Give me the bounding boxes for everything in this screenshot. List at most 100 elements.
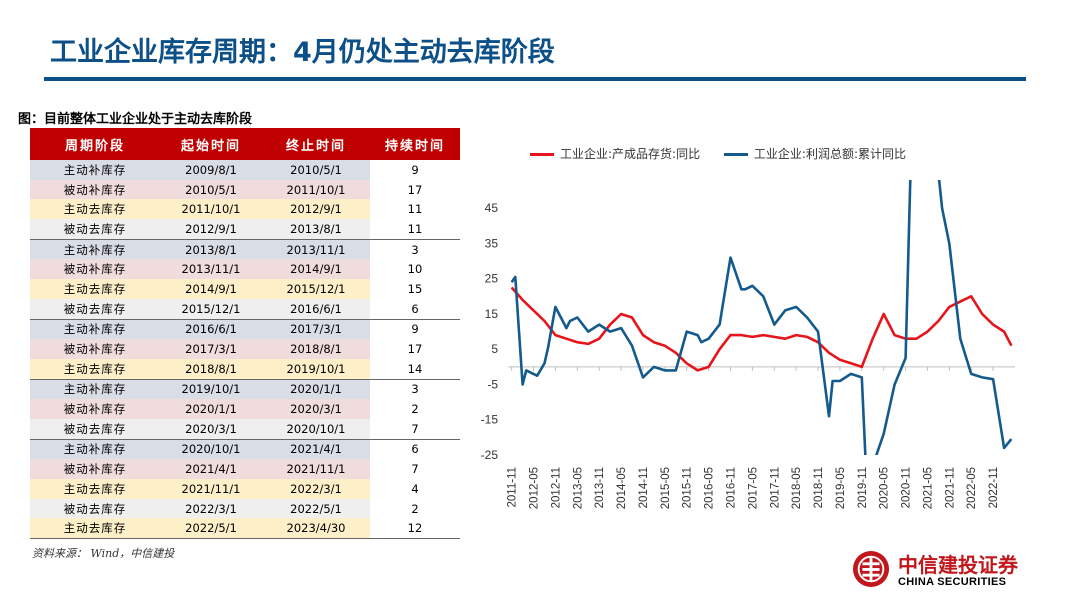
x-tick-label: 2017-05 — [747, 467, 759, 509]
table-cell-end: 2021/4/1 — [262, 439, 370, 460]
table-cell-duration: 4 — [370, 479, 460, 499]
legend-item-profit: 工业企业:利润总额:累计同比 — [723, 145, 906, 162]
table-cell-duration: 3 — [370, 239, 460, 260]
x-tick-label: 2018-11 — [813, 467, 825, 508]
x-tick-label: 2013-05 — [572, 467, 584, 509]
y-tick-label: -15 — [481, 413, 499, 427]
y-tick-label: 35 — [485, 236, 499, 250]
table-cell-stage: 主动去库存 — [30, 279, 160, 299]
y-tick-label: -25 — [481, 448, 499, 462]
x-tick-label: 2014-05 — [616, 467, 628, 509]
table-cell-end: 2015/12/1 — [262, 279, 370, 299]
x-tick-label: 2022-05 — [966, 467, 978, 509]
table-cell-duration: 10 — [370, 259, 460, 280]
x-tick-label: 2011-11 — [507, 467, 519, 508]
table-cell-duration: 9 — [370, 319, 460, 340]
table-cell-duration: 11 — [370, 219, 460, 240]
table-cell-end: 2020/3/1 — [262, 399, 370, 419]
table-cell-stage: 主动补库存 — [30, 319, 160, 340]
x-tick-label: 2012-11 — [550, 467, 562, 508]
table-cell-end: 2012/9/1 — [262, 199, 370, 220]
table-cell-duration: 9 — [370, 160, 460, 180]
table-cell-start: 2012/9/1 — [160, 219, 262, 240]
table-cell-stage: 主动补库存 — [30, 379, 160, 400]
table-cell-stage: 被动补库存 — [30, 259, 160, 280]
table-cell-duration: 17 — [370, 179, 460, 200]
inventory-cycle-table: 周期阶段 起始时间 终止时间 持续时间 主动补库存 2009/8/1 2010/5/… — [30, 128, 460, 540]
x-tick-label: 2021-05 — [922, 467, 934, 509]
x-tick-label: 2018-05 — [791, 467, 803, 509]
table-cell-duration: 6 — [370, 439, 460, 460]
table-cell-start: 2019/10/1 — [160, 379, 262, 400]
table-cell-end: 2017/3/1 — [262, 319, 370, 340]
table-row: 被动补库存 2021/4/1 2021/11/1 7 — [30, 459, 460, 479]
table-row: 主动补库存 2019/10/1 2020/1/1 3 — [30, 379, 460, 400]
table-row: 主动补库存 2009/8/1 2010/5/1 9 — [30, 160, 460, 180]
x-tick-label: 2016-05 — [704, 467, 716, 509]
y-tick-label: -5 — [487, 377, 498, 391]
x-tick-label: 2019-05 — [835, 467, 847, 509]
table-cell-stage: 被动去库存 — [30, 219, 160, 240]
chart-legend: 工业企业:产成品存货:同比 工业企业:利润总额:累计同比 — [530, 145, 926, 162]
table-cell-end: 2018/8/1 — [262, 339, 370, 359]
table-cell-end: 2016/6/1 — [262, 298, 370, 320]
column-header-end: 终止时间 — [262, 128, 370, 160]
y-tick-label: 25 — [485, 272, 499, 286]
table-cell-stage: 主动补库存 — [30, 439, 160, 460]
x-tick-label: 2012-05 — [529, 467, 541, 509]
table-row: 被动去库存 2020/3/1 2020/10/1 7 — [30, 418, 460, 440]
table-cell-end: 2022/3/1 — [262, 479, 370, 499]
table-cell-start: 2020/1/1 — [160, 399, 262, 419]
table-cell-duration: 12 — [370, 518, 460, 540]
table-cell-stage: 主动去库存 — [30, 358, 160, 380]
table-cell-end: 2011/10/1 — [262, 179, 370, 200]
table-row: 被动去库存 2022/3/1 2022/5/1 2 — [30, 498, 460, 519]
table-cell-start: 2013/8/1 — [160, 239, 262, 260]
table-cell-start: 2022/5/1 — [160, 518, 262, 540]
column-header-duration: 持续时间 — [370, 128, 460, 160]
x-tick-label: 2021-11 — [944, 467, 956, 508]
table-cell-start: 2021/11/1 — [160, 479, 262, 499]
table-cell-end: 2023/4/30 — [262, 518, 370, 540]
x-tick-label: 2015-05 — [660, 467, 672, 509]
table-cell-duration: 14 — [370, 358, 460, 380]
x-tick-label: 2017-11 — [769, 467, 781, 508]
table-cell-stage: 被动补库存 — [30, 399, 160, 419]
table-cell-stage: 主动去库存 — [30, 479, 160, 499]
table-cell-start: 2010/5/1 — [160, 179, 262, 200]
table-cell-start: 2015/12/1 — [160, 298, 262, 320]
table-cell-start: 2021/4/1 — [160, 459, 262, 479]
table-cell-duration: 11 — [370, 199, 460, 220]
table-row: 被动去库存 2015/12/1 2016/6/1 6 — [30, 298, 460, 320]
brand-logo: 中信建投证券 CHINA SECURITIES — [852, 546, 1042, 596]
table-row: 主动补库存 2016/6/1 2017/3/1 9 — [30, 319, 460, 340]
china-securities-logo-icon — [852, 550, 890, 588]
table-cell-start: 2013/11/1 — [160, 259, 262, 280]
table-cell-stage: 被动补库存 — [30, 459, 160, 479]
x-tick-label: 2022-11 — [988, 467, 1000, 508]
table-row: 被动补库存 2010/5/1 2011/10/1 17 — [30, 179, 460, 200]
y-tick-label: 15 — [485, 307, 499, 321]
y-tick-label: 5 — [491, 342, 498, 356]
table-cell-stage: 主动去库存 — [30, 518, 160, 540]
column-header-stage: 周期阶段 — [30, 128, 160, 160]
table-cell-duration: 2 — [370, 399, 460, 419]
x-tick-label: 2015-11 — [682, 467, 694, 508]
table-cell-end: 2020/1/1 — [262, 379, 370, 400]
title-underline — [44, 77, 1026, 81]
table-cell-start: 2020/10/1 — [160, 439, 262, 460]
table-cell-stage: 被动去库存 — [30, 498, 160, 519]
series-line-profit — [510, 180, 1013, 455]
x-tick-label: 2020-11 — [901, 467, 913, 508]
table-cell-stage: 被动补库存 — [30, 339, 160, 359]
table-cell-start: 2018/8/1 — [160, 358, 262, 380]
table-cell-start: 2017/3/1 — [160, 339, 262, 359]
table-cell-stage: 主动补库存 — [30, 160, 160, 180]
x-tick-label: 2016-11 — [725, 467, 737, 508]
table-cell-duration: 7 — [370, 459, 460, 479]
table-cell-duration: 17 — [370, 339, 460, 359]
legend-label-inventory: 工业企业:产成品存货:同比 — [560, 147, 701, 161]
legend-swatch-inventory — [530, 153, 554, 156]
table-row: 被动补库存 2013/11/1 2014/9/1 10 — [30, 259, 460, 280]
legend-item-inventory: 工业企业:产成品存货:同比 — [530, 145, 700, 162]
